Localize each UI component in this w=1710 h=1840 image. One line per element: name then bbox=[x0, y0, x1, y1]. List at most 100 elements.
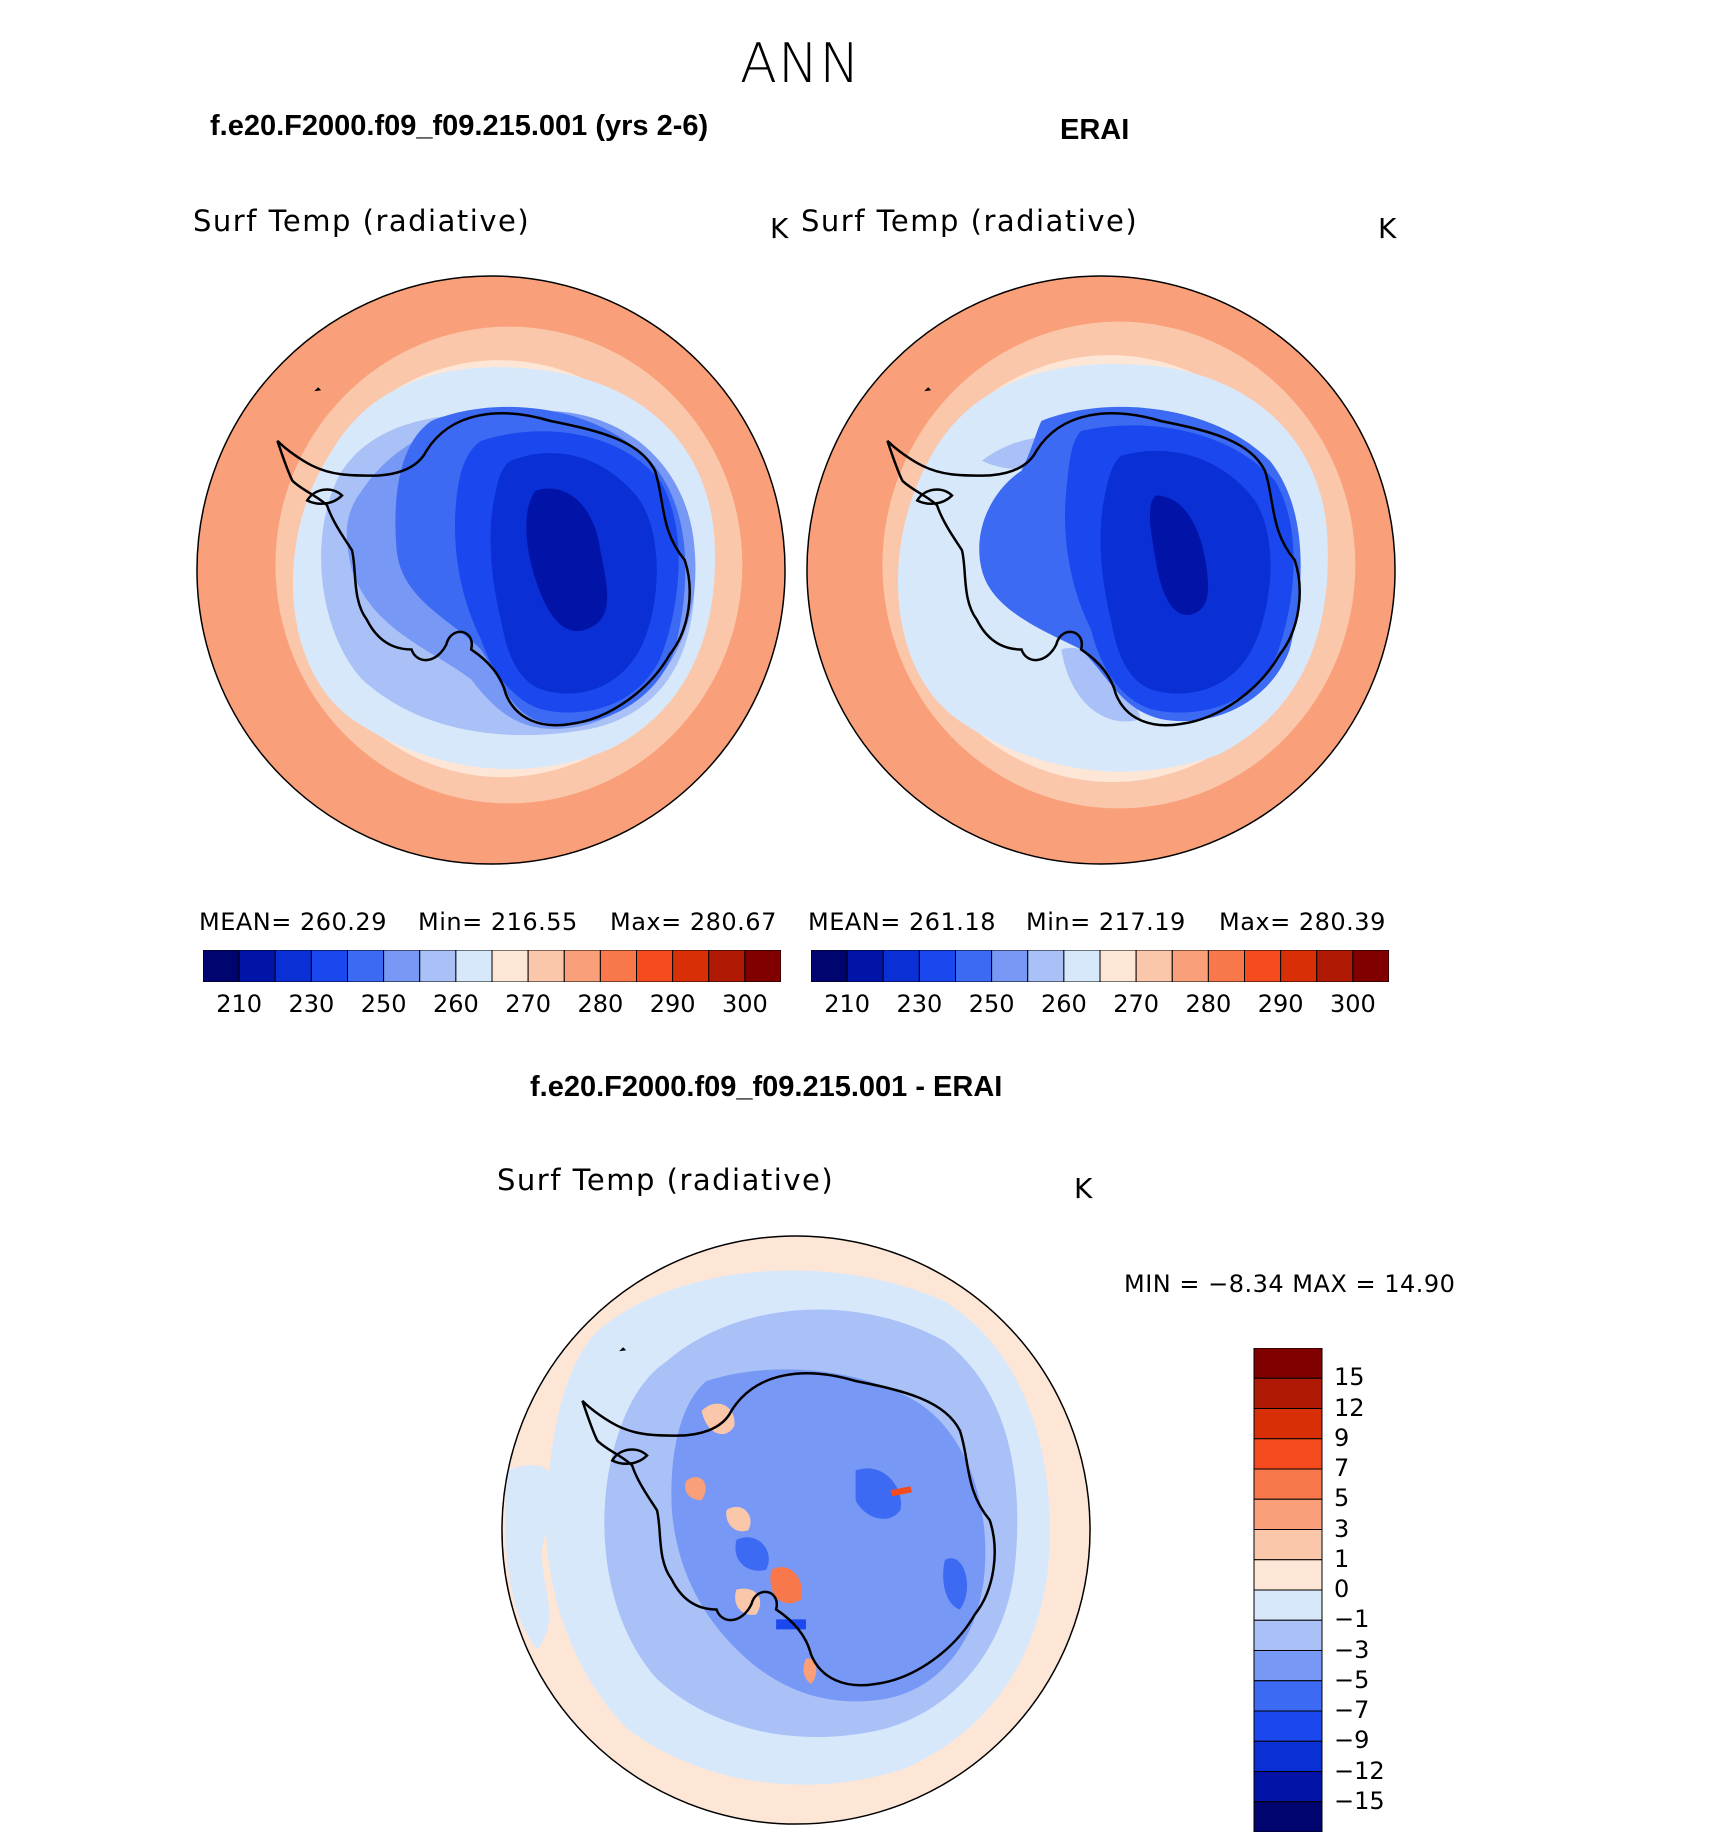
colorbar-swatch bbox=[1135, 950, 1173, 982]
panel2-colorbar-labels: 210 230 250 260 270 280 290 300 bbox=[811, 990, 1389, 1020]
colorbar-swatch bbox=[238, 950, 276, 982]
colorbar-tick-label: −12 bbox=[1334, 1756, 1385, 1785]
colorbar-tick-label: −5 bbox=[1334, 1665, 1370, 1694]
colorbar-swatch bbox=[1280, 950, 1318, 982]
colorbar-tick-label: 280 bbox=[1185, 990, 1232, 1018]
colorbar-tick-label: 0 bbox=[1334, 1575, 1350, 1603]
colorbar-swatch bbox=[274, 950, 312, 982]
colorbar-swatch bbox=[491, 950, 529, 982]
colorbar-tick-label: 1 bbox=[1334, 1544, 1350, 1573]
colorbar-swatch bbox=[1099, 950, 1137, 982]
panel1-min: Min= 216.55 bbox=[418, 908, 578, 936]
colorbar-tick-label: 260 bbox=[1040, 990, 1087, 1018]
colorbar-swatch bbox=[1253, 1438, 1323, 1470]
colorbar-swatch bbox=[1253, 1348, 1323, 1379]
colorbar-tick-label: 280 bbox=[577, 990, 624, 1018]
colorbar-swatch bbox=[527, 950, 565, 982]
colorbar-swatch bbox=[1207, 950, 1245, 982]
colorbar-swatch bbox=[918, 950, 956, 982]
colorbar-swatch bbox=[310, 950, 348, 982]
colorbar-swatch bbox=[563, 950, 601, 982]
colorbar-swatch bbox=[846, 950, 884, 982]
colorbar-tick-label: 7 bbox=[1334, 1454, 1350, 1482]
colorbar-swatch bbox=[811, 950, 848, 982]
colorbar-swatch bbox=[636, 950, 674, 982]
colorbar-tick-label: 260 bbox=[432, 990, 479, 1018]
colorbar-tick-label: 3 bbox=[1334, 1514, 1350, 1543]
colorbar-swatch bbox=[419, 950, 457, 982]
panel1-units: K bbox=[770, 212, 789, 245]
colorbar-swatch bbox=[1253, 1771, 1323, 1803]
colorbar-tick-label: 270 bbox=[1113, 990, 1160, 1018]
diff-case-title: f.e20.F2000.f09_f09.215.001 - ERAI bbox=[530, 1071, 1003, 1103]
colorbar-tick-label: 12 bbox=[1334, 1393, 1365, 1422]
panel2-case-title: ERAI bbox=[1060, 114, 1130, 146]
colorbar-swatch bbox=[955, 950, 993, 982]
colorbar-tick-label: 210 bbox=[824, 990, 871, 1018]
colorbar-swatch bbox=[882, 950, 920, 982]
panel2-min: Min= 217.19 bbox=[1026, 908, 1186, 936]
panel2-mean: MEAN= 261.18 bbox=[808, 908, 996, 936]
colorbar-tick-label: −15 bbox=[1334, 1786, 1385, 1815]
colorbar-swatch bbox=[1253, 1619, 1323, 1651]
diff-colorbar-labels: 15 12 9 7 5 3 1 0 −1 −3 −5 −7 −9 −12 −15 bbox=[1334, 1348, 1434, 1832]
panel1-variable-label: Surf Temp (radiative) bbox=[193, 204, 531, 238]
colorbar-tick-label: 230 bbox=[288, 990, 335, 1018]
panel1-polar-map bbox=[196, 275, 786, 865]
colorbar-swatch bbox=[1253, 1589, 1323, 1621]
panel2-units: K bbox=[1378, 212, 1397, 245]
colorbar-swatch bbox=[672, 950, 710, 982]
colorbar-tick-label: 250 bbox=[968, 990, 1015, 1018]
panel2-max: Max= 280.39 bbox=[1219, 908, 1386, 936]
colorbar-swatch bbox=[1352, 950, 1389, 982]
panel1-max: Max= 280.67 bbox=[610, 908, 777, 936]
colorbar-tick-label: 300 bbox=[721, 990, 768, 1018]
colorbar-swatch bbox=[1253, 1710, 1323, 1742]
colorbar-tick-label: 250 bbox=[360, 990, 407, 1018]
colorbar-tick-label: −3 bbox=[1334, 1635, 1370, 1664]
colorbar-swatch bbox=[1253, 1559, 1323, 1591]
colorbar-tick-label: 270 bbox=[505, 990, 552, 1018]
diff-variable-label: Surf Temp (radiative) bbox=[497, 1163, 835, 1197]
colorbar-swatch bbox=[1253, 1801, 1323, 1832]
colorbar-swatch bbox=[347, 950, 385, 982]
colorbar-tick-label: 5 bbox=[1334, 1484, 1350, 1513]
colorbar-swatch bbox=[1253, 1468, 1323, 1500]
colorbar-swatch bbox=[455, 950, 493, 982]
panel1-case-title: f.e20.F2000.f09_f09.215.001 (yrs 2-6) bbox=[210, 110, 709, 142]
colorbar-swatch bbox=[599, 950, 637, 982]
colorbar-swatch bbox=[708, 950, 746, 982]
diff-colorbar bbox=[1253, 1348, 1323, 1832]
colorbar-swatch bbox=[383, 950, 421, 982]
colorbar-swatch bbox=[991, 950, 1029, 982]
panel2-colorbar bbox=[811, 950, 1389, 982]
colorbar-tick-label: −7 bbox=[1334, 1696, 1370, 1724]
panel2-polar-map bbox=[806, 275, 1396, 865]
colorbar-tick-label: 230 bbox=[896, 990, 943, 1018]
colorbar-tick-label: 9 bbox=[1334, 1423, 1350, 1452]
colorbar-swatch bbox=[1253, 1680, 1323, 1712]
colorbar-tick-label: 210 bbox=[216, 990, 263, 1018]
panel1-mean: MEAN= 260.29 bbox=[199, 908, 387, 936]
colorbar-tick-label: −9 bbox=[1334, 1726, 1370, 1755]
colorbar-swatch bbox=[1027, 950, 1065, 982]
colorbar-tick-label: 15 bbox=[1334, 1363, 1365, 1392]
panel1-colorbar-labels: 210 230 250 260 270 280 290 300 bbox=[203, 990, 781, 1020]
colorbar-tick-label: 290 bbox=[1257, 990, 1304, 1018]
colorbar-swatch bbox=[1253, 1408, 1323, 1440]
colorbar-swatch bbox=[1244, 950, 1282, 982]
diff-polar-map bbox=[501, 1235, 1091, 1825]
colorbar-swatch bbox=[1253, 1529, 1323, 1561]
colorbar-tick-label: 300 bbox=[1329, 990, 1376, 1018]
diff-minmax: MIN = −8.34 MAX = 14.90 bbox=[1124, 1270, 1456, 1298]
panel2-variable-label: Surf Temp (radiative) bbox=[801, 204, 1139, 238]
colorbar-swatch bbox=[1316, 950, 1354, 982]
colorbar-swatch bbox=[203, 950, 240, 982]
diff-units: K bbox=[1074, 1172, 1093, 1205]
colorbar-tick-label: 290 bbox=[649, 990, 696, 1018]
colorbar-swatch bbox=[1253, 1740, 1323, 1772]
colorbar-swatch bbox=[1063, 950, 1101, 982]
panel1-colorbar bbox=[203, 950, 781, 982]
colorbar-swatch bbox=[744, 950, 781, 982]
figure-title: ANN bbox=[740, 32, 861, 95]
